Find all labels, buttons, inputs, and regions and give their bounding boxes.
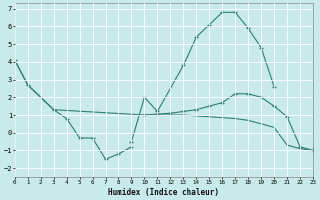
X-axis label: Humidex (Indice chaleur): Humidex (Indice chaleur): [108, 188, 220, 197]
